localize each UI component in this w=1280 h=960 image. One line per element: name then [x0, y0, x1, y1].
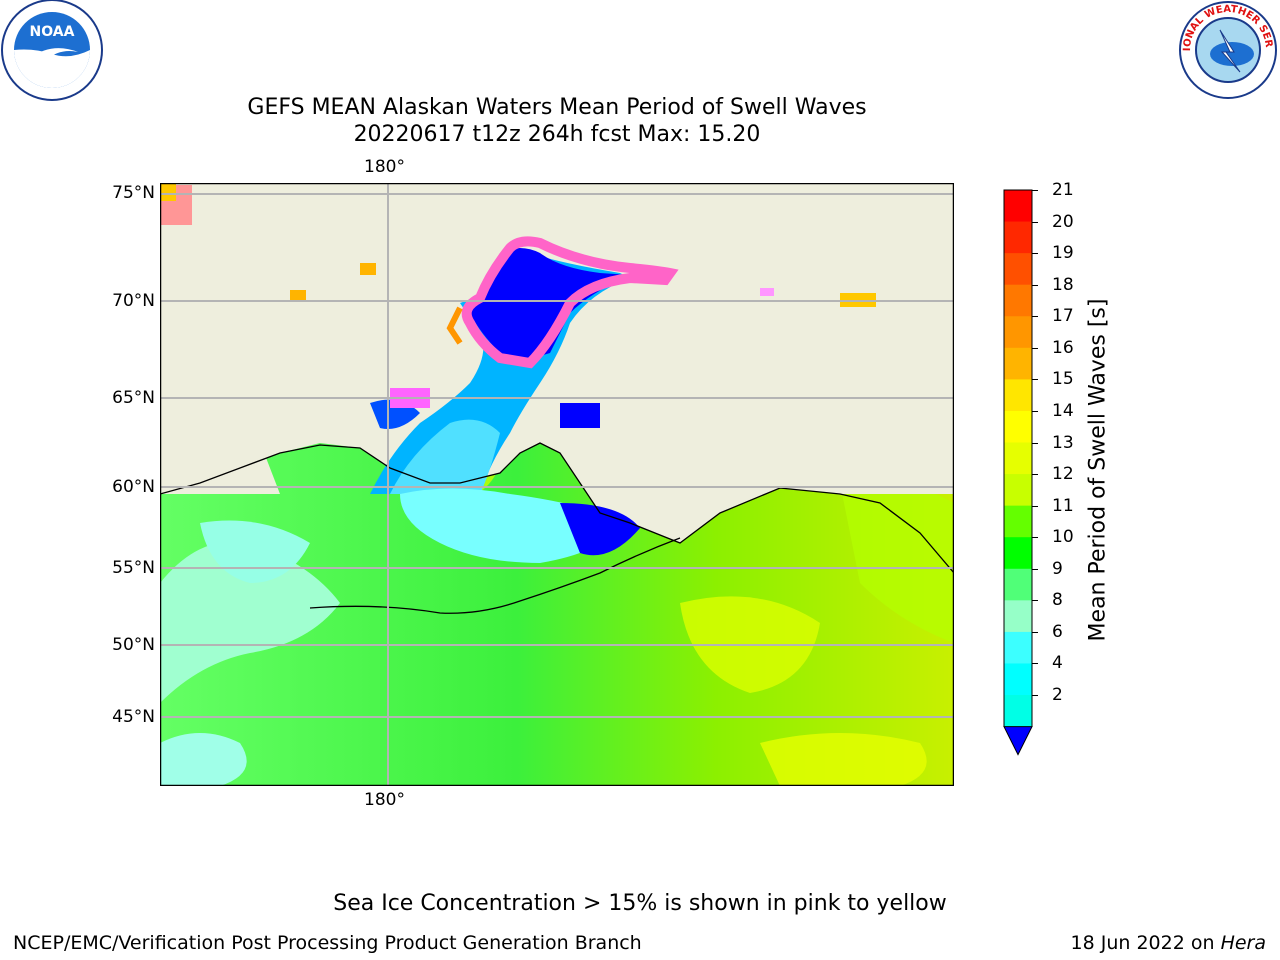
- lat-label: 45°N: [112, 707, 155, 727]
- colorbar-segment: [1004, 663, 1032, 696]
- lat-label: 70°N: [112, 291, 155, 311]
- chart-title: GEFS MEAN Alaskan Waters Mean Period of …: [247, 95, 867, 120]
- graticule: [160, 183, 954, 786]
- colorbar-ticks: 21 20 19 18 17 16 15 14 13 12 11 10 9 8 6 4 2: [1032, 0, 1092, 960]
- footer-date: 18 Jun 2022 on Hera: [1071, 932, 1266, 954]
- footer-system: Hera: [1220, 932, 1266, 954]
- chukchi-ice-edge: [466, 248, 630, 358]
- colorbar-tick: [1032, 600, 1038, 602]
- colorbar-tick-label: 18: [1052, 274, 1074, 295]
- colorbar-segment: [1004, 631, 1032, 664]
- colorbar-tick-label: 19: [1052, 243, 1074, 264]
- cyan-area-southwest: [160, 733, 247, 786]
- colorbar-tick: [1032, 379, 1038, 381]
- colorbar-segment: [1004, 568, 1032, 601]
- sea-ice-note: Sea Ice Concentration > 15% is shown in …: [333, 891, 947, 916]
- colorbar-tick-label: 8: [1052, 590, 1063, 611]
- map-panel: [159, 182, 955, 787]
- colorbar-tick-label: 20: [1052, 211, 1074, 232]
- colorbar-segment: [1004, 537, 1032, 570]
- colorbar-segment: [1004, 442, 1032, 475]
- lat-label: 55°N: [112, 558, 155, 578]
- coastline: [159, 442, 955, 574]
- colorbar-tick: [1032, 474, 1038, 476]
- colorbar-segment: [1004, 316, 1032, 349]
- lon-label-top: 180°: [364, 157, 405, 177]
- colorbar-segment: [1004, 505, 1032, 538]
- colorbar-segment: [1004, 347, 1032, 380]
- colorbar-tick-label: 21: [1052, 180, 1074, 200]
- swell-period-map: [159, 182, 955, 787]
- colorbar-tick: [1032, 631, 1038, 633]
- bristol-bay-water: [560, 503, 640, 556]
- colorbar-tick-label: 15: [1052, 369, 1074, 390]
- footer-date-text: 18 Jun 2022 on: [1070, 932, 1221, 954]
- colorbar-tick: [1032, 537, 1038, 539]
- colorbar-tick-label: 11: [1052, 495, 1074, 516]
- colorbar-outline: [1003, 189, 1033, 727]
- colorbar-segment: [1004, 695, 1032, 728]
- colorbar-tick-label: 16: [1052, 337, 1074, 358]
- colorbar-extend-arrow: [1003, 726, 1033, 756]
- colorbar-tick-label: 13: [1052, 432, 1074, 453]
- colorbar-tick: [1032, 505, 1038, 507]
- colorbar: [1000, 186, 1040, 786]
- noaa-logo: NOAA: [0, 0, 104, 104]
- lat-label: 65°N: [112, 388, 155, 408]
- lat-label: 60°N: [112, 477, 155, 497]
- colorbar-tick: [1032, 347, 1038, 349]
- colorbar-tick: [1032, 316, 1038, 318]
- lon-label-bottom: 180°: [364, 790, 405, 810]
- lat-label: 75°N: [112, 183, 155, 203]
- colorbar-tick-label: 2: [1052, 685, 1063, 706]
- colorbar-tick: [1032, 663, 1038, 665]
- footer-branch: NCEP/EMC/Verification Post Processing Pr…: [13, 932, 642, 954]
- chart-subtitle: 20220617 t12z 264h fcst Max: 15.20: [353, 122, 761, 147]
- colorbar-tick-label: 4: [1052, 653, 1063, 674]
- colorbar-tick: [1032, 410, 1038, 412]
- colorbar-segment: [1004, 600, 1032, 633]
- svg-text:NOAA: NOAA: [30, 24, 75, 40]
- colorbar-segment: [1004, 284, 1032, 317]
- colorbar-tick-label: 6: [1052, 621, 1063, 642]
- colorbar-tick-label: 9: [1052, 558, 1063, 579]
- colorbar-tick-label: 14: [1052, 400, 1074, 421]
- land-area-north: [160, 183, 954, 543]
- colorbar-tick-label: 17: [1052, 306, 1074, 327]
- colorbar-tick: [1032, 284, 1038, 286]
- colorbar-tick: [1032, 695, 1038, 697]
- colorbar-tick: [1032, 221, 1038, 223]
- colorbar-tick: [1032, 190, 1038, 191]
- colorbar-segment: [1004, 221, 1032, 254]
- colorbar-segment: [1004, 474, 1032, 507]
- colorbar-tick: [1032, 253, 1038, 255]
- colorbar-segment: [1004, 253, 1032, 286]
- colorbar-tick-label: 10: [1052, 527, 1074, 548]
- colorbar-segment: [1004, 379, 1032, 412]
- colorbar-tick-label: 12: [1052, 464, 1074, 485]
- cyan-area-west: [160, 541, 340, 703]
- colorbar-tick: [1032, 442, 1038, 444]
- lat-label: 50°N: [112, 635, 155, 655]
- nws-logo: NATIONAL WEATHER SERVICE: [1172, 0, 1280, 100]
- colorbar-tick: [1032, 568, 1038, 570]
- aleutian-chain: [309, 537, 681, 614]
- colorbar-segment: [1004, 190, 1032, 223]
- colorbar-segment: [1004, 410, 1032, 444]
